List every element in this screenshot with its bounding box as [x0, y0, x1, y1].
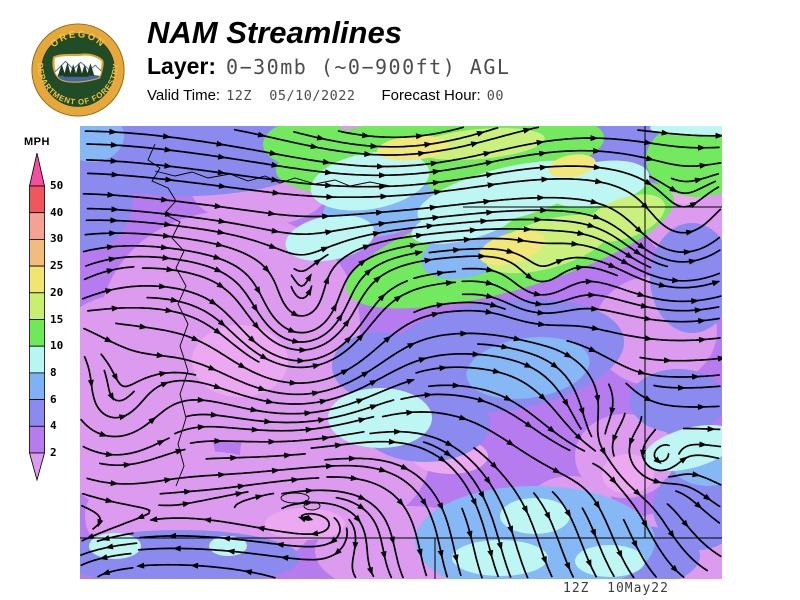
odf-logo-svg: OREGON DEPARTMENT OF FORESTRY: [31, 23, 125, 117]
valid-time-line: Valid Time: 12Z 05/10/2022 Forecast Hour…: [147, 87, 510, 104]
legend-segment: [29, 372, 45, 400]
legend-segment: [29, 239, 45, 267]
legend-tick: 40: [50, 205, 64, 219]
valid-time-value: 12Z 05/10/2022: [226, 88, 356, 104]
layer-line: Layer: 0−30mb (~0−900ft) AGL: [147, 53, 510, 80]
legend-colorbar: [28, 153, 46, 482]
legend-segment: [29, 185, 45, 214]
legend-title: MPH: [24, 136, 50, 148]
coastline: [147, 143, 189, 487]
legend-segment: [29, 399, 45, 427]
odf-logo: OREGON DEPARTMENT OF FORESTRY: [30, 22, 126, 118]
layer-label: Layer:: [147, 53, 217, 79]
legend-segment: [29, 345, 45, 374]
speed-shading-regions: [80, 126, 722, 579]
legend-segment: [29, 265, 45, 294]
legend-tip-bottom: [28, 452, 46, 482]
wind-speed-legend: MPH 50 40 30 25 20 15 10 8 6 4 2: [20, 136, 90, 496]
legend-tick: 50: [50, 179, 64, 192]
header: NAM Streamlines Layer: 0−30mb (~0−900ft)…: [147, 15, 510, 105]
boundary-lines: [80, 126, 722, 579]
legend-segment: [29, 319, 45, 347]
legend-tick: 8: [50, 365, 57, 379]
legend-segment: [29, 425, 45, 454]
streamlines: [80, 126, 722, 579]
legend-tick: 15: [50, 312, 64, 326]
legend-tick: 30: [50, 232, 64, 246]
legend-tick: 6: [50, 392, 57, 406]
layer-value: 0−30mb (~0−900ft) AGL: [226, 55, 511, 79]
legend-tick: 2: [50, 446, 57, 459]
streamline-map: [80, 126, 722, 579]
flow-arrows: [85, 127, 722, 576]
map-root: [80, 126, 722, 579]
legend-tick: 20: [50, 285, 64, 299]
legend-segment: [29, 292, 45, 320]
page-title: NAM Streamlines: [147, 15, 402, 50]
logo-state-emblem: [52, 53, 104, 83]
legend-tick: 25: [50, 259, 64, 273]
forecast-hour-value: 00: [486, 88, 504, 104]
lake-outline: [280, 492, 310, 504]
forecast-hour-label: Forecast Hour:: [381, 87, 481, 104]
legend-tip-top: [28, 153, 46, 187]
trees-icon: [57, 62, 95, 77]
map-timestamp: 12Z 10May22: [563, 581, 669, 596]
legend-tick: 4: [50, 419, 57, 433]
legend-tick: 10: [50, 339, 64, 353]
valid-time-label: Valid Time:: [147, 87, 221, 104]
legend-segment: [29, 212, 45, 240]
legend-ticks: 50 40 30 25 20 15 10 8 6 4 2: [50, 153, 80, 493]
